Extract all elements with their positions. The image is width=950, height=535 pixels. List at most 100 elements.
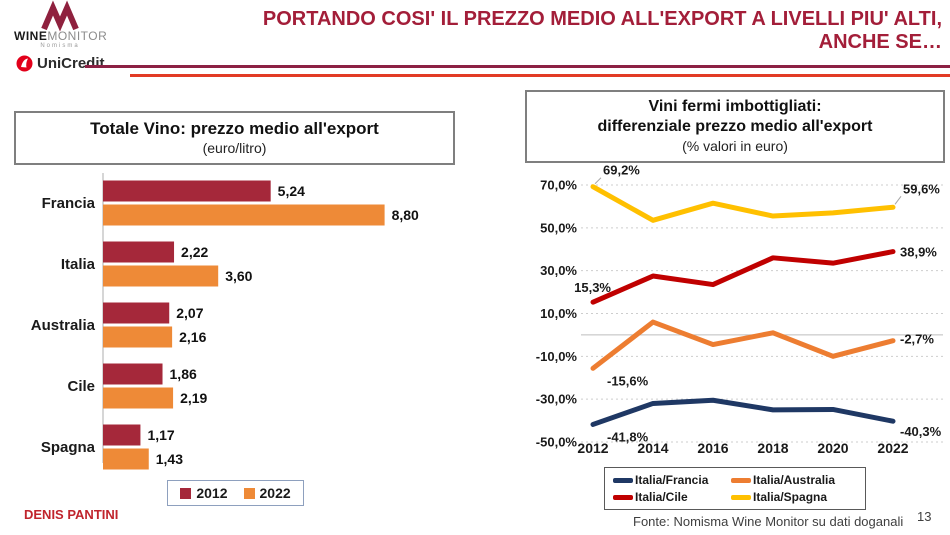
- author-name: DENIS PANTINI: [24, 507, 119, 522]
- bar-chart-subtitle: (euro/litro): [202, 140, 267, 156]
- unicredit-text: UniCredit: [37, 55, 105, 72]
- slide-title-line2: ANCHE SE…: [818, 31, 942, 53]
- bar-2012: [103, 302, 170, 324]
- source-note: Fonte: Nomisma Wine Monitor su dati doga…: [633, 514, 904, 529]
- category-label: Cile: [67, 378, 95, 395]
- bar-2022: [103, 204, 385, 226]
- series-Italia/Spagna: [590, 184, 896, 223]
- legend-item-Italia/Australia: Italia/Australia: [731, 473, 857, 487]
- data-label: -15,6%: [607, 373, 649, 388]
- legend-swatch: [731, 494, 751, 500]
- y-tick-label: -30,0%: [536, 392, 578, 407]
- legend-label: Italia/Australia: [753, 473, 836, 487]
- legend-swatch: [613, 494, 633, 500]
- header-rule-dark: [85, 65, 950, 68]
- y-tick-label: 30,0%: [540, 263, 577, 278]
- data-label: -2,7%: [900, 332, 934, 347]
- winemonitor-wordmark: WINEMONITOR: [14, 29, 108, 43]
- logo-nomisma-text: Nomisma: [40, 43, 80, 49]
- category-label: Australia: [31, 317, 96, 334]
- bar-2022: [103, 448, 149, 470]
- value-label: 8,80: [392, 207, 419, 223]
- bar-chart: Francia 5,24 8,80 Italia 2,22 3,60 Australia 2,…: [31, 173, 419, 470]
- series-Italia/Cile: [590, 249, 896, 305]
- line-chart-title1: Vini fermi imbottigliati:: [648, 98, 822, 115]
- bar-2022: [103, 265, 219, 287]
- line-chart-subtitle: (% valori in euro): [682, 138, 788, 154]
- bar-2022: [103, 387, 174, 409]
- bar-2012: [103, 363, 163, 385]
- x-tick-label: 2022: [877, 440, 908, 456]
- unicredit-logo: UniCredit: [16, 55, 134, 72]
- legend-item-2012: 2012: [180, 485, 228, 501]
- legend-label: Italia/Francia: [635, 473, 709, 487]
- legend-item-Italia/Francia: Italia/Francia: [613, 473, 731, 487]
- y-tick-label: -50,0%: [536, 435, 578, 450]
- bar-chart-legend: 2012 2022: [167, 480, 304, 506]
- data-label: -41,8%: [607, 429, 649, 444]
- x-tick-label: 2014: [637, 440, 668, 456]
- label-leader: [594, 177, 602, 185]
- value-label: 2,19: [180, 390, 207, 406]
- data-label: 59,6%: [903, 181, 940, 196]
- x-tick-label: 2018: [757, 440, 788, 456]
- slide-title-line1: PORTANDO COSI' IL PREZZO MEDIO ALL'EXPOR…: [262, 8, 942, 30]
- legend-label: Italia/Spagna: [753, 490, 828, 504]
- logo-monitor-text: MONITOR: [47, 29, 108, 43]
- y-tick-label: 50,0%: [540, 220, 577, 235]
- series-Italia/Francia: [590, 397, 896, 427]
- legend-swatch: [613, 477, 633, 483]
- legend-label: Italia/Cile: [635, 490, 688, 504]
- data-label: -40,3%: [900, 424, 942, 439]
- line-chart-title2: differenziale prezzo medio all'export: [597, 118, 873, 135]
- value-label: 3,60: [225, 268, 252, 284]
- value-label: 1,86: [170, 366, 197, 382]
- value-label: 5,24: [278, 183, 305, 199]
- legend-label: 2022: [259, 485, 291, 501]
- y-tick-label: 70,0%: [540, 178, 577, 193]
- data-label: 69,2%: [603, 163, 640, 178]
- value-label: 2,22: [181, 244, 208, 260]
- logo-wine-text: WINE: [14, 29, 48, 43]
- bar-chart-title-box: Totale Vino: prezzo medio all'export (eu…: [14, 111, 455, 165]
- value-label: 2,16: [179, 329, 206, 345]
- category-label: Francia: [42, 195, 96, 212]
- value-label: 1,17: [147, 427, 174, 443]
- data-label: 38,9%: [900, 245, 937, 260]
- bar-2012: [103, 241, 175, 263]
- legend-item-Italia/Spagna: Italia/Spagna: [731, 490, 857, 504]
- line-chart: 70,0%50,0%30,0%10,0%-10,0%-30,0%-50,0% 20…: [536, 163, 943, 456]
- bar-2012: [103, 180, 271, 202]
- category-label: Spagna: [41, 439, 96, 456]
- bar-2012: [103, 424, 141, 446]
- winemonitor-glyph-icon: [41, 0, 79, 32]
- category-label: Italia: [61, 256, 96, 273]
- line-chart-legend: Italia/Francia Italia/Australia Italia/Cil…: [604, 467, 866, 510]
- legend-swatch: [243, 487, 255, 499]
- x-tick-label: 2020: [817, 440, 848, 456]
- bar-2022: [103, 326, 173, 348]
- x-tick-label: 2012: [577, 440, 608, 456]
- slide-title: PORTANDO COSI' IL PREZZO MEDIO ALL'EXPOR…: [190, 8, 942, 54]
- page-number: 13: [917, 509, 932, 524]
- winemonitor-logo: WINEMONITOR Nomisma UniCredit: [14, 0, 134, 72]
- legend-item-2022: 2022: [243, 485, 291, 501]
- line-chart-title-box: Vini fermi imbottigliati: differenziale …: [525, 90, 945, 163]
- x-tick-label: 2016: [697, 440, 728, 456]
- legend-item-Italia/Cile: Italia/Cile: [613, 490, 731, 504]
- y-tick-label: -10,0%: [536, 349, 578, 364]
- header-rule-bright: [130, 74, 950, 77]
- label-leader: [894, 195, 902, 205]
- series-Italia/Australia: [590, 319, 896, 371]
- bar-legend-wrap: 2012 2022: [8, 480, 463, 506]
- legend-label: 2012: [196, 485, 228, 501]
- value-label: 2,07: [176, 305, 203, 321]
- legend-swatch: [731, 477, 751, 483]
- unicredit-icon: [16, 55, 33, 72]
- data-label: 15,3%: [574, 280, 611, 295]
- y-tick-label: 10,0%: [540, 306, 577, 321]
- value-label: 1,43: [156, 451, 183, 467]
- legend-swatch: [180, 487, 192, 499]
- bar-chart-title: Totale Vino: prezzo medio all'export: [90, 119, 379, 138]
